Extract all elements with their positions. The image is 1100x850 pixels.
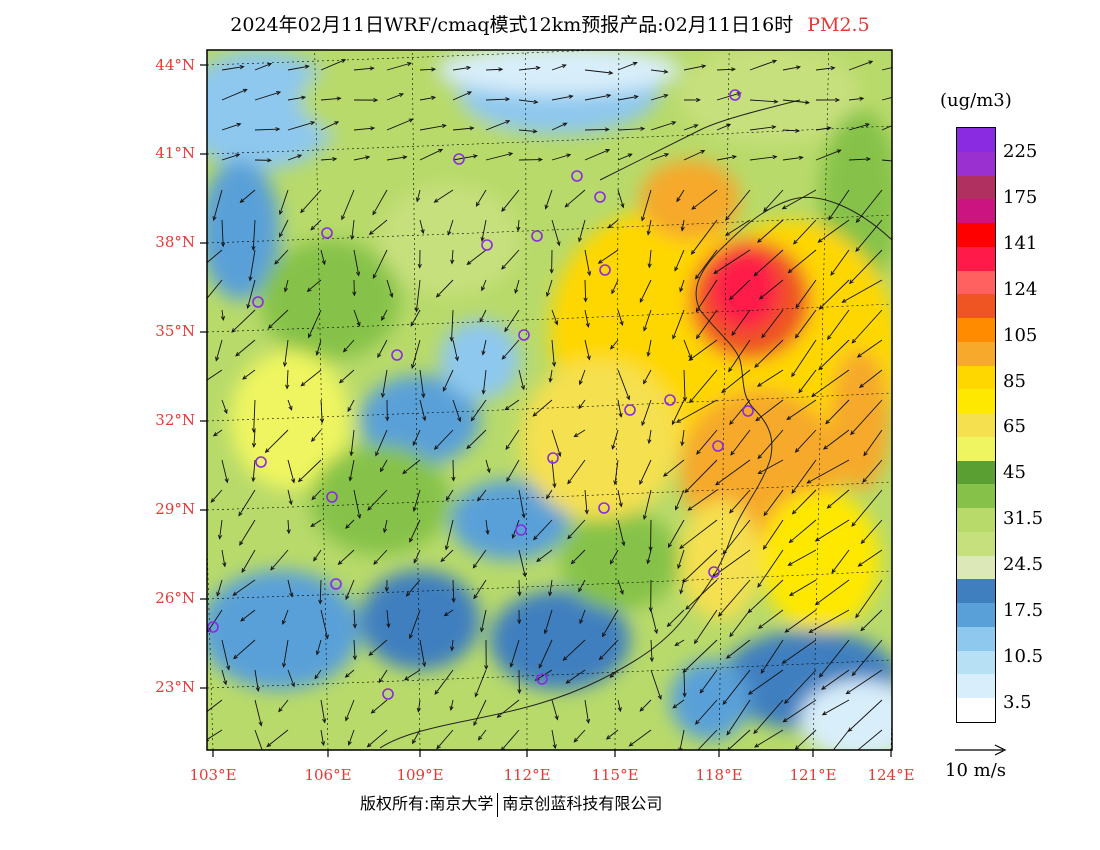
legend-swatch [957, 151, 995, 176]
legend-swatch [957, 508, 995, 533]
legend-level-label: 124 [1003, 278, 1038, 300]
legend-swatch [957, 603, 995, 628]
wind-scale-arrow [955, 744, 1007, 756]
legend-level-label: 3.5 [1003, 691, 1032, 713]
copyright-left: 版权所有:南京大学 [360, 794, 494, 813]
legend-swatch [957, 674, 995, 699]
lat-label-35: 35°N [155, 322, 195, 340]
legend-level-label: 105 [1003, 324, 1038, 346]
legend-swatch [957, 341, 995, 367]
legend-swatch [957, 484, 995, 509]
legend-level-label: 175 [1003, 186, 1038, 208]
legend-level-label: 225 [1003, 141, 1038, 162]
title-main: 2024年02月11日WRF/cmaq模式12km预报产品:02月11日16时 [230, 14, 794, 36]
map-frame [206, 49, 893, 751]
legend-level-label: 85 [1003, 370, 1026, 392]
lon-label-109: 109°E [396, 766, 444, 784]
legend-level-label: 141 [1003, 232, 1038, 254]
lat-label-41: 41°N [155, 144, 195, 162]
lat-label-44: 44°N [155, 56, 195, 74]
title-pollutant: PM2.5 [807, 14, 870, 36]
lon-label-115: 115°E [591, 766, 639, 784]
wind-scale-label: 10 m/s [945, 760, 1006, 781]
legend-level-label: 17.5 [1003, 600, 1044, 621]
lon-label-103: 103°E [189, 766, 237, 784]
legend-level-label: 31.5 [1003, 508, 1044, 530]
legend-level-label: 10.5 [1003, 645, 1044, 667]
legend-swatch [957, 318, 995, 343]
legend-swatch [957, 199, 995, 224]
legend-swatch [957, 650, 995, 675]
legend-level-label: 24.5 [1003, 554, 1044, 576]
legend-swatch [957, 128, 995, 153]
lat-label-29: 29°N [155, 500, 195, 518]
legend-swatch [957, 365, 995, 390]
lon-label-124: 124°E [867, 766, 915, 784]
lon-label-121: 121°E [789, 766, 837, 784]
legend-swatch [957, 413, 995, 438]
lon-label-112: 112°E [503, 766, 551, 784]
legend-swatch [957, 175, 995, 200]
lon-label-118: 118°E [695, 766, 743, 784]
map-title: 2024年02月11日WRF/cmaq模式12km预报产品:02月11日16时 P… [0, 10, 1100, 37]
axis-ticks [200, 64, 892, 757]
legend-level-label: 45 [1003, 462, 1026, 484]
legend-colorbar [956, 127, 996, 723]
lat-label-38: 38°N [155, 233, 195, 251]
copyright-right: 南京创蓝科技有限公司 [502, 794, 663, 813]
legend-swatch [957, 626, 995, 652]
coastline [379, 99, 892, 749]
legend-swatch [957, 223, 995, 248]
legend-swatch [957, 579, 995, 604]
lat-label-26: 26°N [155, 589, 195, 607]
legend-level-label: 65 [1003, 416, 1026, 438]
legend-unit: (ug/m3) [940, 90, 1012, 111]
lat-label-23: 23°N [155, 678, 195, 696]
legend-swatch [957, 436, 995, 462]
legend-swatch [957, 294, 995, 319]
legend-swatch [957, 246, 995, 272]
legend-swatch [957, 389, 995, 414]
city-markers [207, 89, 754, 700]
wind-vectors [207, 59, 892, 750]
lon-label-106: 106°E [304, 766, 352, 784]
concentration-field [207, 50, 892, 750]
legend-swatch [957, 555, 995, 580]
lat-label-32: 32°N [155, 411, 195, 429]
graticule [207, 50, 892, 750]
legend-swatch [957, 270, 995, 295]
legend-swatch [957, 460, 995, 485]
legend-swatch [957, 531, 995, 557]
copyright: 版权所有:南京大学 南京创蓝科技有限公司 [360, 790, 662, 817]
legend-swatch [957, 698, 995, 723]
